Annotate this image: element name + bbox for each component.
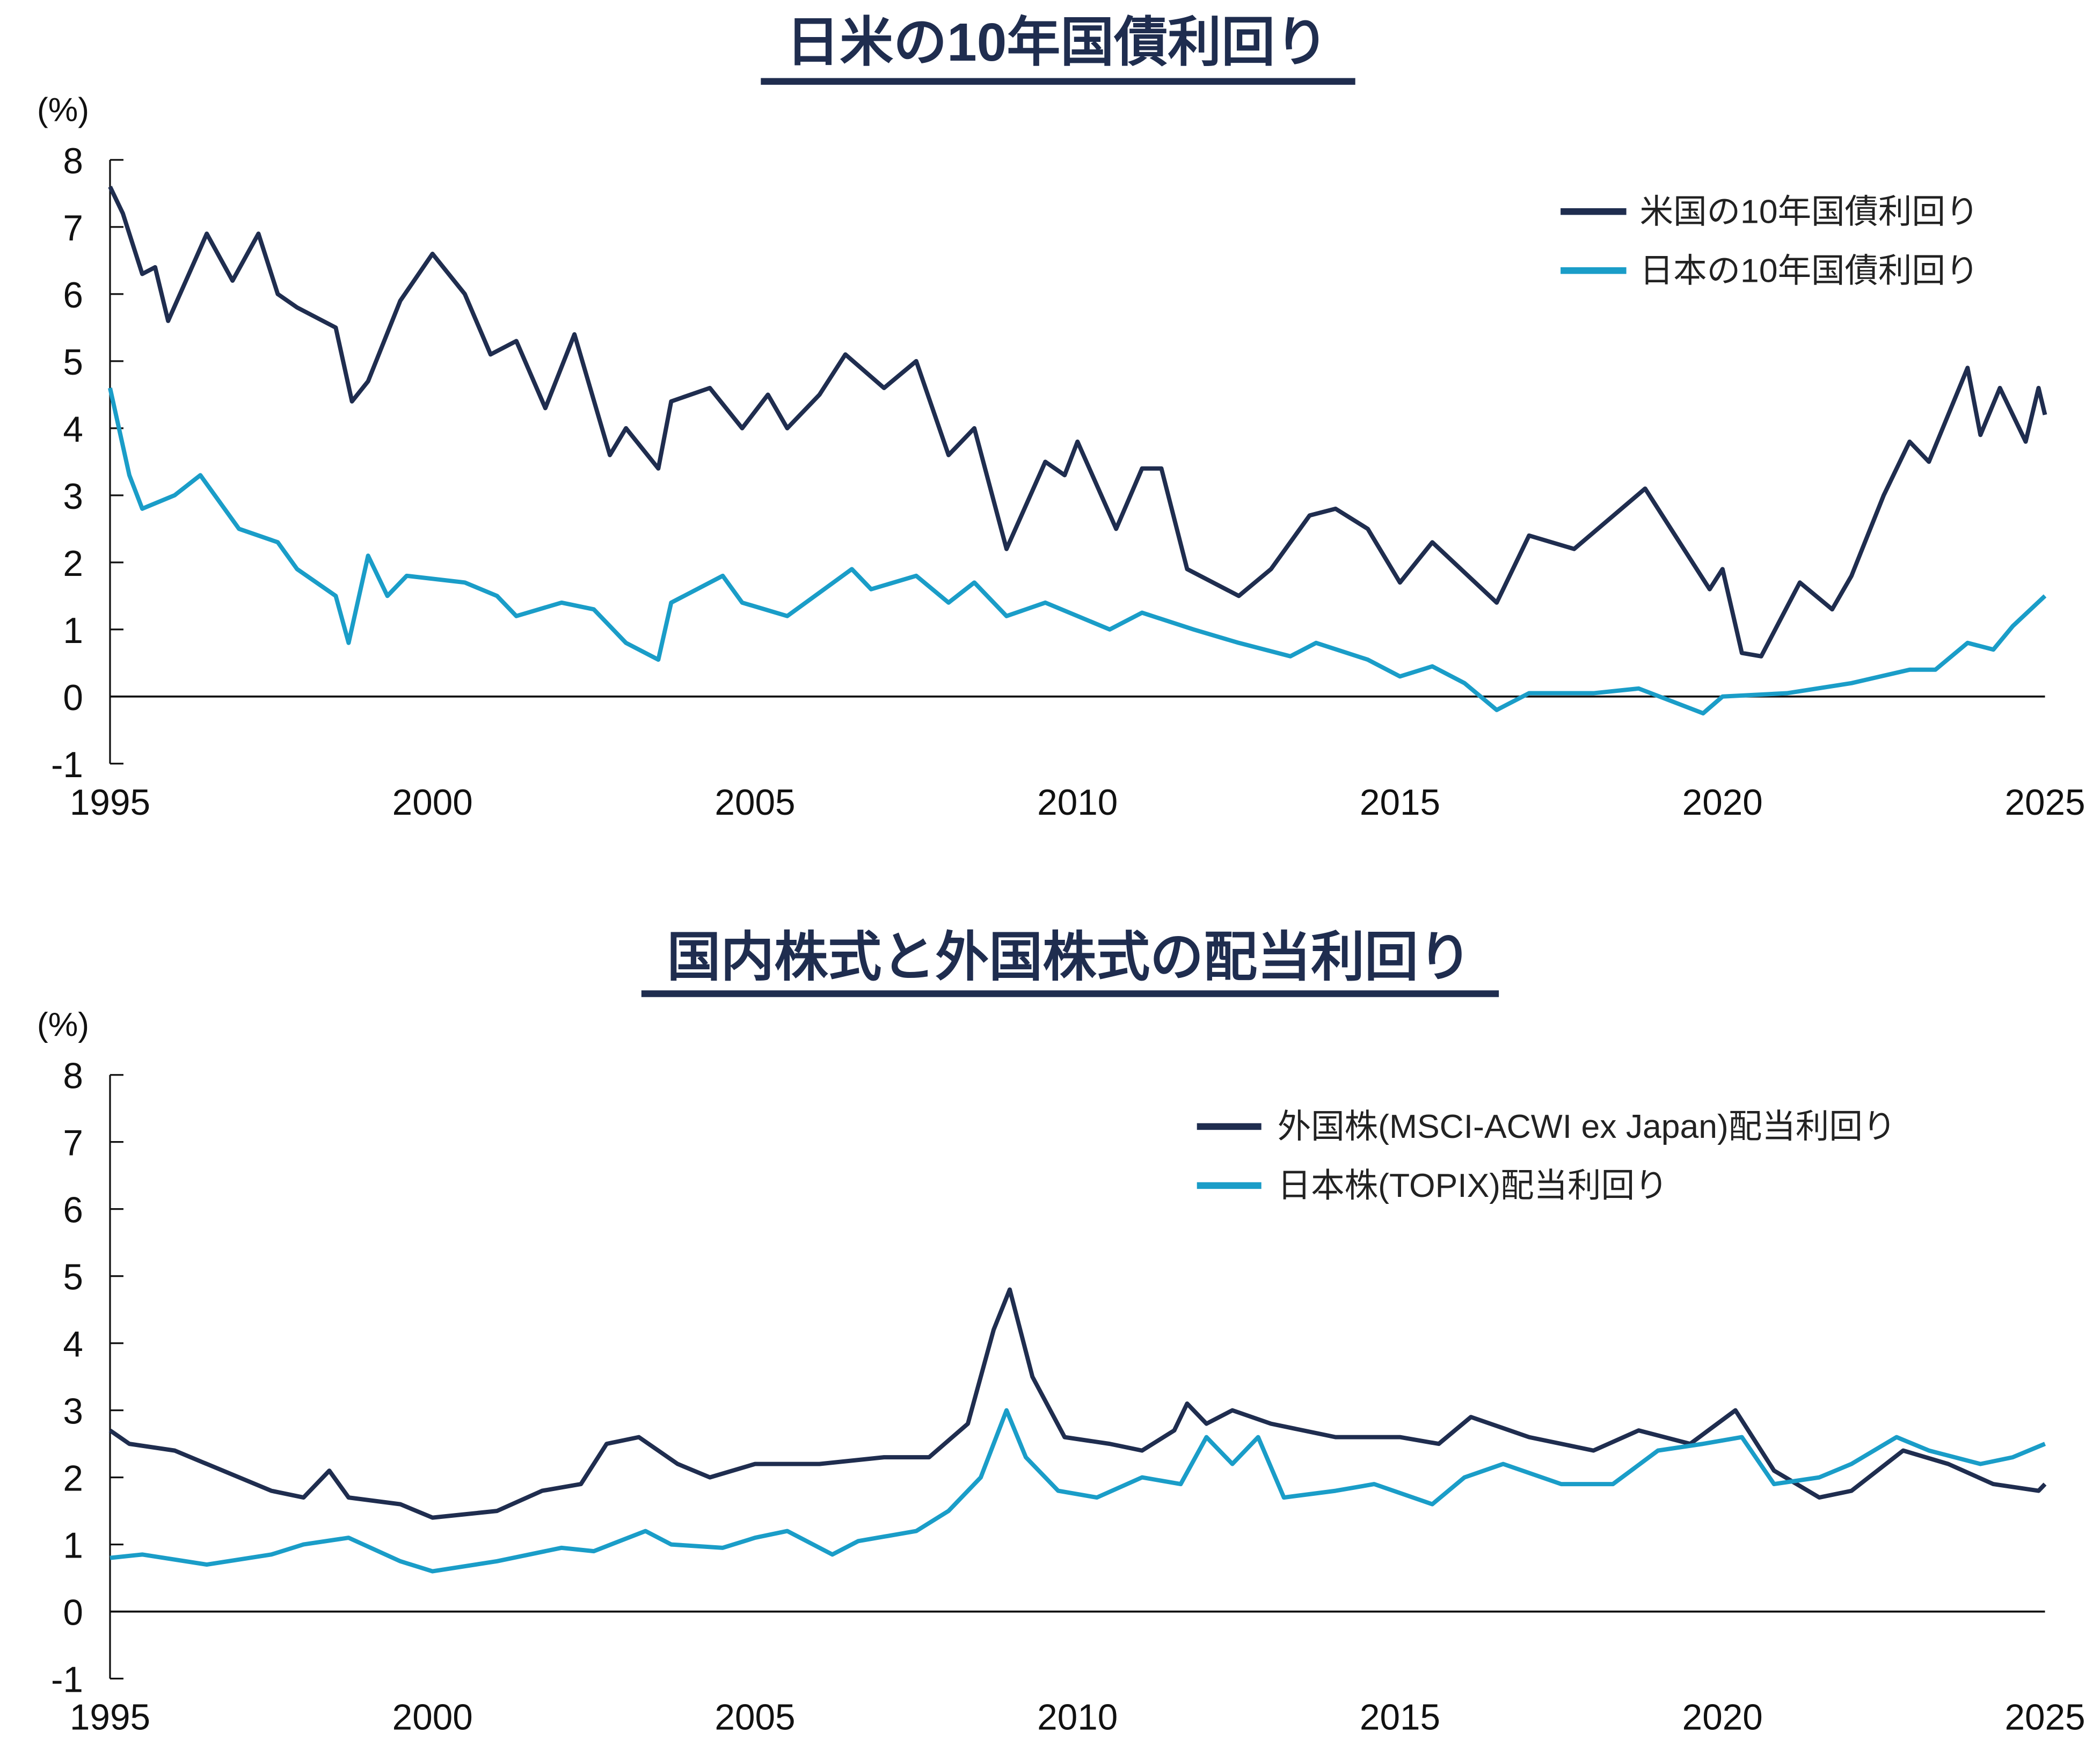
y-tick-label: 8 bbox=[63, 1056, 83, 1097]
legend-label-topix: 日本株(TOPIX)配当利回り bbox=[1278, 1167, 1668, 1204]
x-tick-label: 2005 bbox=[714, 783, 795, 823]
y-tick-label: 2 bbox=[63, 544, 83, 584]
legend: 米国の10年国債利回り 日本の10年国債利回り bbox=[1561, 193, 1979, 289]
series-line-1 bbox=[110, 1408, 2046, 1574]
y-tick-label: 2 bbox=[63, 1459, 83, 1499]
x-tick-label: 2015 bbox=[1360, 1698, 1440, 1738]
y-tick-label: 6 bbox=[63, 275, 83, 316]
legend-label-japan: 日本の10年国債利回り bbox=[1640, 252, 1979, 289]
y-tick-label: 4 bbox=[63, 1325, 83, 1365]
series-line-1 bbox=[108, 388, 2047, 716]
chart-jgb-ust-yields: 日米の10年国債利回り (%) 米国の10年国債利回り 日本の10年国債利回り … bbox=[37, 12, 2086, 823]
y-unit-label: (%) bbox=[37, 91, 89, 128]
x-tick-label: 2020 bbox=[1682, 1698, 1763, 1738]
y-tick-label: 0 bbox=[63, 678, 83, 718]
title-underline bbox=[641, 990, 1499, 997]
y-tick-label: 7 bbox=[63, 1123, 83, 1164]
x-tick-label: 2000 bbox=[392, 1698, 473, 1738]
chart-title: 日米の10年国債利回り bbox=[786, 12, 1329, 72]
x-tick-label: 2010 bbox=[1037, 1698, 1118, 1738]
series-line-0 bbox=[108, 186, 2047, 659]
legend-label-us: 米国の10年国債利回り bbox=[1640, 193, 1979, 230]
y-tick-label: -1 bbox=[51, 1660, 83, 1700]
legend-swatch-topix bbox=[1197, 1182, 1262, 1189]
chart-title: 国内株式と外国株式の配当利回り bbox=[667, 927, 1472, 988]
legend-swatch-foreign bbox=[1197, 1123, 1262, 1130]
y-tick-label: 1 bbox=[63, 1526, 83, 1566]
y-tick-label: 1 bbox=[63, 611, 83, 651]
title-underline bbox=[761, 78, 1355, 85]
series-line-0 bbox=[108, 1287, 2047, 1520]
chart-dividend-yields: 国内株式と外国株式の配当利回り (%) 外国株(MSCI-ACWI ex Jap… bbox=[37, 927, 2086, 1738]
x-tick-label: 2025 bbox=[2004, 783, 2085, 823]
y-tick-label: 7 bbox=[63, 208, 83, 249]
legend: 外国株(MSCI-ACWI ex Japan)配当利回り 日本株(TOPIX)配… bbox=[1197, 1108, 1897, 1204]
y-tick-label: 6 bbox=[63, 1190, 83, 1231]
y-tick-label: 0 bbox=[63, 1593, 83, 1633]
y-tick-label: 3 bbox=[63, 1392, 83, 1432]
legend-label-foreign: 外国株(MSCI-ACWI ex Japan)配当利回り bbox=[1278, 1108, 1897, 1145]
y-tick-label: 8 bbox=[63, 141, 83, 181]
x-tick-label: 2020 bbox=[1682, 783, 1763, 823]
y-tick-label: 5 bbox=[63, 342, 83, 383]
x-tick-label: 1995 bbox=[70, 783, 150, 823]
y-tick-label: -1 bbox=[51, 745, 83, 785]
x-tick-label: 2005 bbox=[714, 1698, 795, 1738]
x-tick-label: 2000 bbox=[392, 783, 473, 823]
x-tick-label: 2015 bbox=[1360, 783, 1440, 823]
y-unit-label: (%) bbox=[37, 1006, 89, 1043]
x-tick-label: 2010 bbox=[1037, 783, 1118, 823]
legend-swatch-japan bbox=[1561, 267, 1627, 274]
y-tick-label: 3 bbox=[63, 477, 83, 517]
y-tick-label: 5 bbox=[63, 1258, 83, 1298]
legend-swatch-us bbox=[1561, 208, 1627, 215]
y-tick-label: 4 bbox=[63, 410, 83, 450]
x-tick-label: 2025 bbox=[2004, 1698, 2085, 1738]
x-tick-label: 1995 bbox=[70, 1698, 150, 1738]
